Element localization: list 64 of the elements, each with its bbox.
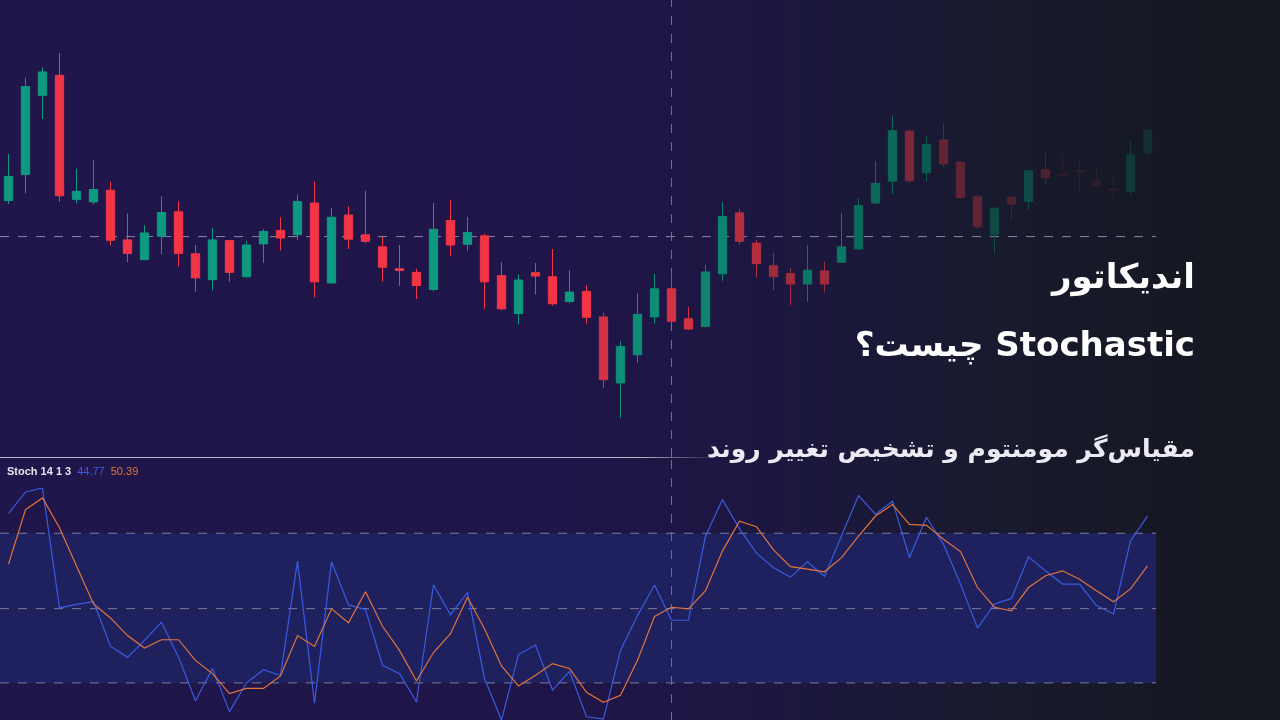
candlestick	[190, 244, 201, 293]
candlestick	[496, 261, 507, 311]
candlestick	[37, 67, 48, 120]
candlestick	[258, 228, 269, 264]
candlestick	[462, 216, 473, 251]
candlestick	[71, 168, 82, 204]
candlestick	[88, 159, 99, 205]
candlestick	[241, 240, 252, 278]
candlestick	[649, 273, 660, 324]
candlestick	[887, 115, 898, 195]
candlestick	[360, 190, 371, 244]
candlestick	[581, 284, 592, 324]
candlestick	[870, 160, 881, 205]
candlestick	[445, 199, 456, 257]
candlestick	[955, 160, 966, 199]
candlestick	[139, 224, 150, 261]
candlestick	[377, 236, 388, 282]
candlestick	[938, 123, 949, 168]
candlestick	[734, 208, 745, 246]
candlestick	[853, 198, 864, 251]
candlestick	[683, 306, 694, 331]
candlestick	[479, 233, 490, 310]
candlestick	[921, 135, 932, 182]
candlestick	[632, 292, 643, 364]
candlestick	[989, 206, 1000, 255]
text: 44.77	[77, 465, 105, 477]
candlestick	[904, 129, 915, 184]
candlestick	[1023, 169, 1034, 211]
candlestick	[1074, 158, 1085, 191]
candlestick	[1006, 195, 1017, 222]
candlestick	[1108, 174, 1119, 201]
candlestick	[309, 180, 320, 299]
candlestick	[513, 274, 524, 326]
candlestick	[3, 153, 14, 205]
candlestick	[1125, 139, 1136, 197]
candlestick	[598, 312, 609, 389]
candlestick	[972, 194, 983, 230]
candlestick	[428, 202, 439, 292]
candlestick	[20, 77, 31, 195]
candlestick	[54, 53, 65, 203]
candlestick	[530, 262, 541, 295]
candlestick	[666, 273, 677, 323]
candlestick	[411, 268, 422, 300]
text: 50.39	[110, 465, 139, 477]
candlestick	[717, 201, 728, 282]
candlestick	[105, 181, 116, 246]
candlestick	[326, 207, 337, 285]
candlestick	[564, 269, 575, 304]
chart-title: Stoch 14 1 3	[7, 465, 72, 477]
candlestick	[343, 205, 354, 250]
candlestick	[173, 201, 184, 268]
candlestick	[394, 244, 405, 287]
candlestick	[547, 248, 558, 307]
candlestick	[1040, 152, 1051, 186]
candlestick	[207, 227, 218, 291]
candlestick	[292, 194, 303, 241]
candlestick	[836, 212, 847, 264]
candlestick	[224, 239, 235, 283]
candlestick	[122, 213, 133, 263]
candlestick	[1091, 167, 1102, 189]
candlestick	[615, 340, 626, 418]
candlestick	[156, 195, 167, 255]
candlestick	[275, 216, 286, 251]
candlestick	[700, 264, 711, 328]
